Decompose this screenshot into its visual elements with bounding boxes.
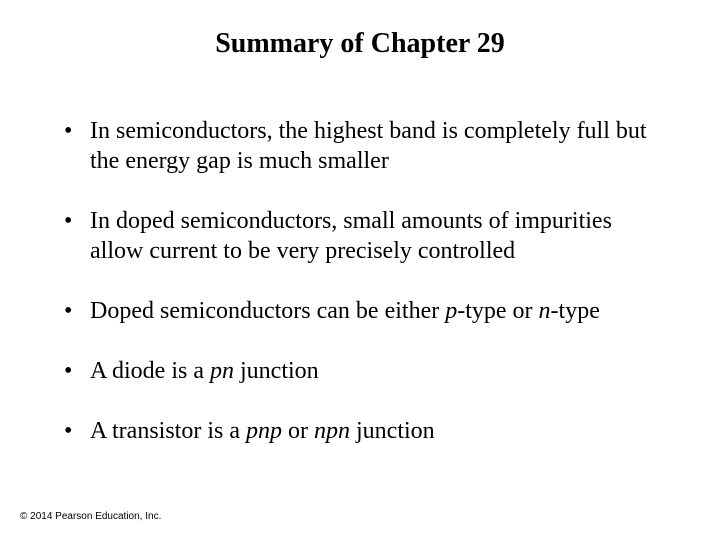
copyright-text: © 2014 Pearson Education, Inc. — [20, 511, 161, 522]
slide-title: Summary of Chapter 29 — [50, 28, 670, 60]
bullet-italic: npn — [314, 418, 350, 444]
list-item: In semiconductors, the highest band is c… — [64, 116, 670, 176]
bullet-italic: pnp — [246, 418, 282, 444]
bullet-text: junction — [234, 358, 319, 384]
list-item: A transistor is a pnp or npn junction — [64, 416, 670, 446]
list-item: A diode is a pn junction — [64, 356, 670, 386]
slide: Summary of Chapter 29 In semiconductors,… — [0, 0, 720, 540]
list-item: Doped semiconductors can be either p-typ… — [64, 296, 670, 326]
bullet-text: Doped semiconductors can be either — [90, 298, 445, 324]
bullet-text: or — [282, 418, 314, 444]
bullet-text: junction — [350, 418, 435, 444]
bullet-text: A diode is a — [90, 358, 210, 384]
bullet-italic: pn — [210, 358, 234, 384]
bullet-text: A transistor is a — [90, 418, 246, 444]
bullet-text: -type or — [457, 298, 538, 324]
bullet-text: -type — [551, 298, 600, 324]
bullet-italic: n — [539, 298, 551, 324]
bullet-text: In semiconductors, the highest band is c… — [90, 118, 647, 174]
bullet-text: In doped semiconductors, small amounts o… — [90, 208, 612, 264]
bullet-italic: p — [445, 298, 457, 324]
list-item: In doped semiconductors, small amounts o… — [64, 206, 670, 266]
bullet-list: In semiconductors, the highest band is c… — [50, 116, 670, 446]
